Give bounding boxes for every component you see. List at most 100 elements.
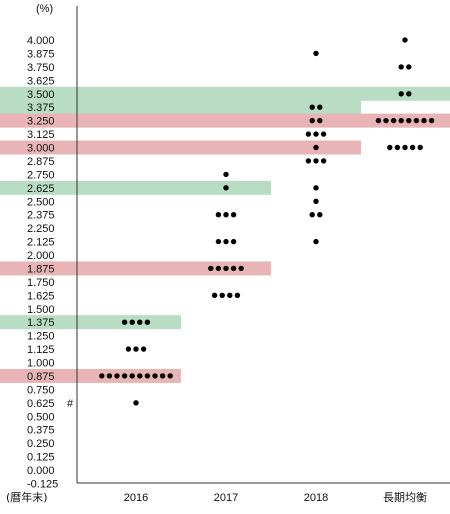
dot-point [313, 238, 319, 245]
y-tick-label: 2.750 [27, 169, 55, 181]
dot-point [305, 131, 312, 137]
dot-point [211, 292, 218, 298]
y-unit-label: (%) [36, 3, 53, 15]
dot-point [313, 144, 319, 151]
highlight-band-red [0, 368, 181, 383]
y-tick-label: 1.750 [27, 277, 55, 289]
y-tick-label: 3.000 [27, 143, 55, 155]
dot-point [208, 265, 214, 272]
dot-point [223, 265, 229, 272]
dot-point [413, 117, 420, 124]
dot-point [129, 373, 135, 379]
dot-point [223, 238, 229, 245]
y-tick-label: 1.500 [27, 304, 55, 316]
dot-point [223, 185, 229, 191]
highlight-band-green [0, 86, 450, 101]
dot-point [313, 131, 319, 137]
dot-point [394, 144, 401, 151]
y-tick-label: 0.875 [27, 371, 55, 383]
highlight-band-red [0, 261, 271, 276]
dot-point [409, 144, 416, 151]
y-tick-label: 3.125 [27, 129, 55, 141]
y-tick-label: 3.750 [27, 62, 55, 74]
dot-point [215, 238, 222, 245]
y-tick-label: 2.500 [27, 196, 55, 208]
dot-point [227, 292, 233, 298]
dot-point [223, 171, 229, 178]
dot-point [313, 198, 319, 204]
dot-point [114, 373, 120, 379]
y-tick-label: 0.375 [27, 425, 55, 437]
y-tick-label: 3.625 [27, 75, 55, 87]
dot-point [230, 265, 237, 272]
dot-point [398, 91, 404, 97]
highlight-band-red [0, 140, 361, 155]
dot-point [320, 158, 327, 164]
dot-point [383, 117, 389, 124]
y-tick-label: 0.000 [27, 465, 55, 477]
y-tick-label: 0.125 [27, 452, 55, 464]
x-category-label: 2016 [124, 492, 148, 504]
dot-point [133, 400, 139, 406]
y-tick-label: 1.625 [27, 290, 55, 302]
dot-point [320, 131, 327, 137]
x-category-label: 長期均衡 [383, 491, 427, 504]
dot-point [313, 185, 319, 191]
dot-point [406, 117, 412, 124]
dot-point [390, 117, 397, 124]
y-tick-label: 3.250 [27, 116, 55, 128]
x-category-label: 2017 [214, 492, 238, 504]
y-tick-label: 3.500 [27, 89, 55, 101]
y-tick-label: 1.875 [27, 263, 55, 275]
dot-point [238, 265, 244, 272]
dot-point [223, 212, 229, 218]
dot-point [417, 144, 423, 151]
dot-point [421, 117, 427, 124]
dot-point [313, 158, 319, 164]
dot-point [99, 373, 105, 379]
dot-point [129, 319, 135, 325]
dot-point [137, 319, 143, 325]
y-tick-label: 2.000 [27, 250, 55, 262]
dot-point [140, 346, 147, 352]
y-tick-label: 2.625 [27, 183, 55, 195]
dot-point [219, 292, 225, 298]
y-tick-label: 0.500 [27, 411, 55, 423]
dot-point [309, 117, 315, 124]
dot-point [402, 144, 408, 151]
dot-point [159, 373, 166, 379]
y-tick-label: 2.125 [27, 237, 55, 249]
y-tick-label: 0.750 [27, 384, 55, 396]
dot-point [133, 346, 139, 352]
dot-point [398, 117, 404, 124]
y-tick-label: 1.250 [27, 331, 55, 343]
y-tick-label: 0.625 [27, 398, 55, 410]
x-axis-title: (暦年末) [6, 490, 48, 504]
dot-point [317, 117, 323, 124]
y-tick-label: 1.000 [27, 358, 55, 370]
dot-point [230, 238, 237, 245]
y-tick-label: 2.375 [27, 210, 55, 222]
highlight-band-green [0, 315, 181, 330]
y-tick-label: 1.375 [27, 317, 55, 329]
highlight-band-green [0, 100, 361, 115]
dot-point [152, 373, 158, 379]
dot-point [144, 319, 151, 325]
dot-point [125, 346, 132, 352]
x-category-label: 2018 [304, 492, 328, 504]
dot-point [305, 158, 312, 164]
footnote-marker: # [67, 398, 74, 410]
dot-point [406, 64, 412, 70]
dot-point [309, 104, 315, 110]
y-tick-label: -0.125 [27, 478, 58, 490]
y-tick-label: 3.375 [27, 102, 55, 114]
dot-point [215, 212, 222, 218]
y-tick-label: 2.875 [27, 156, 55, 168]
dot-point [398, 64, 404, 70]
dot-point [137, 373, 143, 379]
dot-point [167, 373, 173, 379]
dot-point [144, 373, 151, 379]
highlight-bands [0, 86, 450, 383]
